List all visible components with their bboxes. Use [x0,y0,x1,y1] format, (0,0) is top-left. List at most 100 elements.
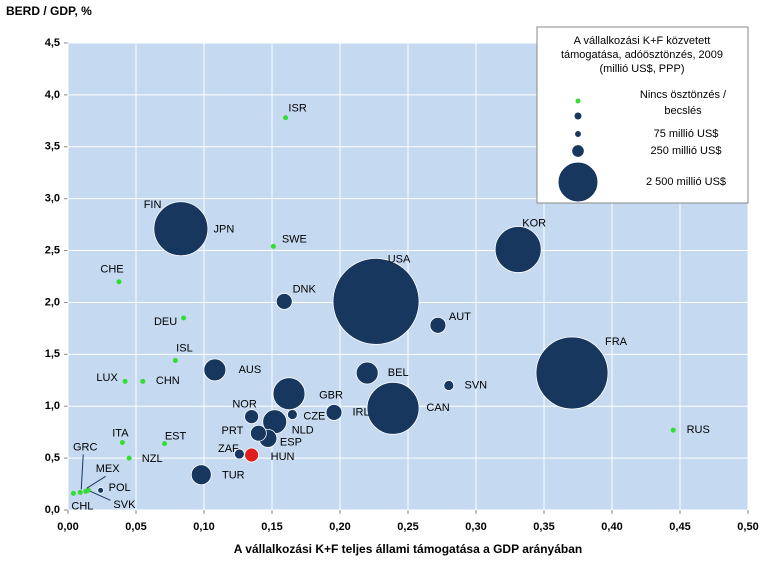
point-label: FIN [144,199,162,211]
point-label: DNK [293,283,317,295]
point-label: POL [109,482,131,494]
y-tick-label: 3,5 [45,141,60,153]
legend-title: A vállalkozási K+F közvetett [574,35,711,47]
bubble [172,358,178,364]
leader-line [86,475,106,489]
point-label: NOR [232,399,257,411]
bubble [535,336,609,410]
bubble [275,293,293,310]
x-tick-label: 0,35 [533,521,554,533]
bubble [250,424,267,442]
legend-label: Nincs ösztönzés / [640,89,727,101]
point-label: EST [165,430,187,442]
point-label: IRL [352,406,369,418]
bubble [77,489,83,495]
bubble [670,427,676,433]
point-label: ZAF [218,443,239,455]
bubble [325,404,343,421]
bubble [283,115,289,121]
point-label: USA [388,253,411,265]
bubble [181,315,187,321]
legend-label: 250 millió US$ [651,145,722,157]
x-tick-label: 0,10 [193,521,214,533]
legend-dot [575,98,581,104]
x-tick-label: 0,00 [57,521,78,533]
bubble [429,316,447,334]
y-tick-label: 4,0 [45,89,60,101]
legend-title: (millió US$, PPP) [600,63,685,75]
bubble [332,258,420,345]
bubble [116,279,122,285]
point-label: BEL [388,367,409,379]
y-tick-label: 3,0 [45,193,60,205]
bubble [287,409,298,420]
bubble [97,486,105,494]
y-tick-label: 1,0 [45,400,60,412]
bubble [85,487,91,493]
point-label: SVK [113,499,136,511]
legend-dot [574,112,582,120]
point-label: DEU [154,316,177,328]
point-label: ITA [112,427,129,439]
point-label: CAN [426,402,449,414]
x-tick-label: 0,15 [261,521,282,533]
point-label: NZL [142,453,163,465]
point-label: PRT [221,425,243,437]
bubble [355,361,379,385]
bubble [494,226,542,273]
point-label: CHE [100,264,123,276]
point-label: SWE [282,233,307,245]
point-label: MEX [96,463,121,475]
point-label: NLD [292,425,314,437]
y-tick-label: 2,0 [45,296,60,308]
point-label: TUR [222,470,245,482]
bubble [443,380,455,391]
bubble [162,441,168,447]
point-label: CHN [156,375,180,387]
y-tick-label: 0,0 [45,504,60,516]
point-label: RUS [687,424,710,436]
point-label: ISL [176,342,193,354]
point-label: GRC [73,441,98,453]
y-tick-label: 4,5 [45,37,60,49]
point-label: FRA [605,336,628,348]
point-label: GBR [319,390,343,402]
bubble [203,358,227,382]
y-tick-label: 2,5 [45,244,60,256]
legend-label: 75 millió US$ [654,128,719,140]
legend-title: támogatása, adóösztönzés, 2009 [561,49,723,61]
point-label: LUX [96,372,118,384]
bubble [140,378,146,384]
y-axis-title: BERD / GDP, % [6,4,92,18]
y-tick-label: 0,5 [45,452,60,464]
x-tick-label: 0,25 [397,521,418,533]
leader-line [80,454,84,490]
point-label: HUN [271,451,295,463]
legend-bubble [574,130,582,138]
point-label: AUT [449,311,471,323]
bubble [244,447,260,463]
point-label: JPN [213,224,234,236]
bubble [153,201,209,257]
legend: A vállalkozási K+F közvetett támogatása,… [536,26,749,204]
point-label: ISR [288,103,306,115]
point-label: CZE [303,410,325,422]
x-axis-title: A vállalkozási K+F teljes állami támogat… [234,542,583,556]
x-tick-label: 0,20 [329,521,350,533]
bubble [126,455,132,461]
point-label: KOR [522,217,546,229]
leader-line [90,490,111,501]
y-tick-label: 1,5 [45,348,60,360]
x-tick-label: 0,30 [465,521,486,533]
bubble [272,377,306,411]
point-label: ESP [280,436,302,448]
bubble [119,440,125,446]
legend-bubble [571,144,585,158]
legend-bubble [557,161,599,203]
bubble [366,381,420,435]
bubble [190,464,212,486]
bubble [122,378,128,384]
x-tick-label: 0,05 [125,521,146,533]
